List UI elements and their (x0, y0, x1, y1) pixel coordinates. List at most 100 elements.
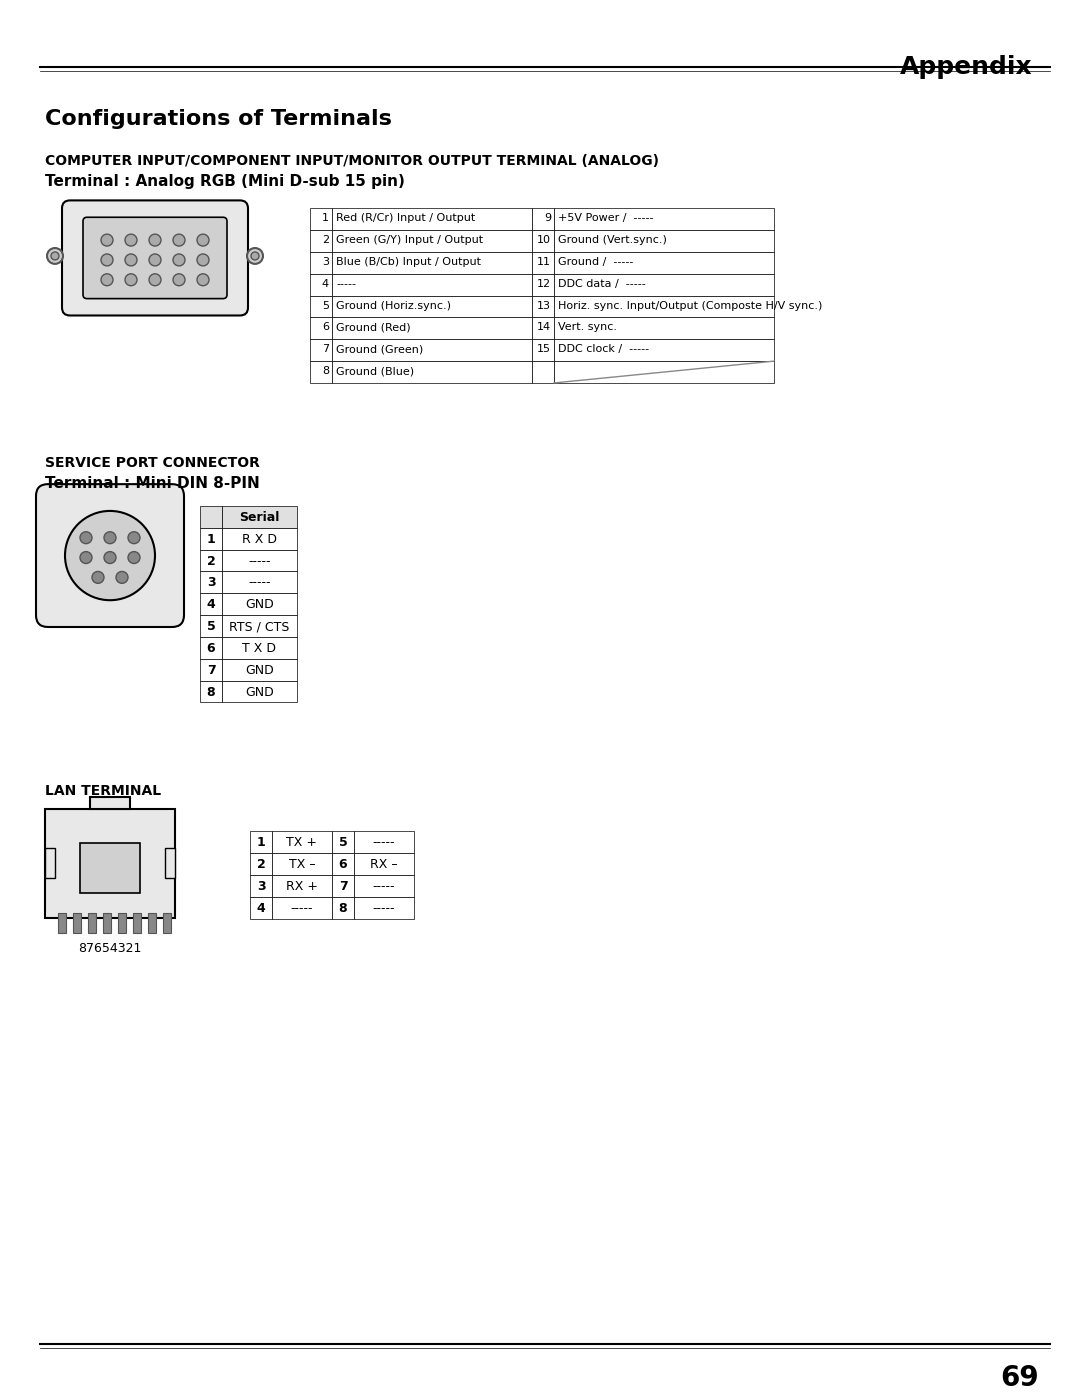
Circle shape (247, 249, 264, 264)
Text: 87654321: 87654321 (79, 943, 141, 956)
Text: TX +: TX + (286, 837, 318, 849)
Text: 5: 5 (322, 300, 329, 310)
Bar (222, 637, 297, 659)
Bar (45, 809, 175, 918)
Bar (332, 296, 532, 317)
Text: -----: ----- (291, 902, 313, 915)
Text: 69: 69 (1001, 1363, 1039, 1393)
Circle shape (173, 254, 185, 265)
Text: 4: 4 (257, 902, 266, 915)
Text: DDC data /  -----: DDC data / ----- (558, 279, 646, 289)
Bar (165, 848, 175, 877)
Bar (332, 251, 532, 274)
Text: -----: ----- (248, 555, 271, 567)
FancyBboxPatch shape (62, 200, 248, 316)
Text: 3: 3 (322, 257, 329, 267)
Circle shape (129, 552, 140, 563)
Bar (554, 231, 774, 251)
Text: 11: 11 (537, 257, 551, 267)
Text: 3: 3 (206, 577, 215, 590)
Bar (118, 912, 126, 933)
Bar (200, 594, 222, 615)
Bar (200, 506, 222, 528)
Bar (73, 912, 81, 933)
FancyBboxPatch shape (36, 485, 184, 627)
Text: 8: 8 (339, 902, 348, 915)
Circle shape (104, 532, 116, 543)
Text: GND: GND (245, 598, 274, 612)
Circle shape (102, 254, 113, 265)
Text: T X D: T X D (243, 641, 276, 655)
Text: Green (G/Y) Input / Output: Green (G/Y) Input / Output (336, 235, 483, 244)
Circle shape (102, 235, 113, 246)
Text: GND: GND (245, 686, 274, 698)
Text: Horiz. sync. Input/Output (Composte H/V sync.): Horiz. sync. Input/Output (Composte H/V … (558, 300, 822, 310)
Bar (200, 615, 222, 637)
Text: 6: 6 (339, 858, 348, 872)
Bar (332, 317, 532, 339)
Text: GND: GND (245, 664, 274, 676)
Bar (354, 831, 414, 854)
Bar (222, 659, 297, 680)
Text: +5V Power /  -----: +5V Power / ----- (558, 214, 653, 224)
Text: LAN TERMINAL: LAN TERMINAL (45, 784, 161, 798)
Bar (222, 615, 297, 637)
Bar (200, 571, 222, 594)
Circle shape (65, 511, 156, 601)
Bar (272, 854, 332, 875)
Circle shape (129, 532, 140, 543)
Bar (222, 528, 297, 549)
Bar (87, 912, 96, 933)
Bar (332, 274, 532, 296)
Text: 1: 1 (322, 214, 329, 224)
Text: 1: 1 (206, 532, 215, 546)
Bar (249, 831, 272, 854)
Bar (310, 360, 332, 383)
Bar (133, 912, 141, 933)
Circle shape (80, 532, 92, 543)
Circle shape (197, 235, 210, 246)
Text: -----: ----- (373, 902, 395, 915)
Bar (58, 912, 66, 933)
Bar (354, 875, 414, 897)
Bar (532, 296, 554, 317)
Bar (200, 637, 222, 659)
Bar (310, 296, 332, 317)
Bar (200, 680, 222, 703)
Bar (310, 251, 332, 274)
Text: Appendix: Appendix (900, 54, 1032, 78)
Text: 7: 7 (206, 664, 215, 676)
Bar (310, 208, 332, 231)
Circle shape (197, 274, 210, 286)
Bar (222, 594, 297, 615)
Bar (332, 360, 532, 383)
Text: RX –: RX – (370, 858, 397, 872)
Text: Serial: Serial (240, 511, 280, 524)
Text: Terminal : Mini DIN 8-PIN: Terminal : Mini DIN 8-PIN (45, 476, 260, 492)
Text: 5: 5 (339, 837, 348, 849)
Circle shape (51, 251, 59, 260)
Text: 5: 5 (206, 620, 215, 633)
Text: Configurations of Terminals: Configurations of Terminals (45, 109, 392, 129)
Text: TX –: TX – (288, 858, 315, 872)
Bar (200, 659, 222, 680)
Text: 10: 10 (537, 235, 551, 244)
Bar (200, 549, 222, 571)
Bar (200, 528, 222, 549)
Circle shape (173, 274, 185, 286)
Bar (554, 274, 774, 296)
Bar (310, 339, 332, 360)
Text: -----: ----- (373, 837, 395, 849)
Bar (272, 897, 332, 919)
Bar (222, 506, 297, 528)
Bar (222, 549, 297, 571)
Text: Vert. sync.: Vert. sync. (558, 323, 617, 332)
Bar (272, 875, 332, 897)
Text: 2: 2 (322, 235, 329, 244)
Bar (532, 231, 554, 251)
Bar (532, 360, 554, 383)
Text: 4: 4 (206, 598, 215, 612)
Text: 3: 3 (257, 880, 266, 893)
Text: 6: 6 (206, 641, 215, 655)
Circle shape (149, 254, 161, 265)
